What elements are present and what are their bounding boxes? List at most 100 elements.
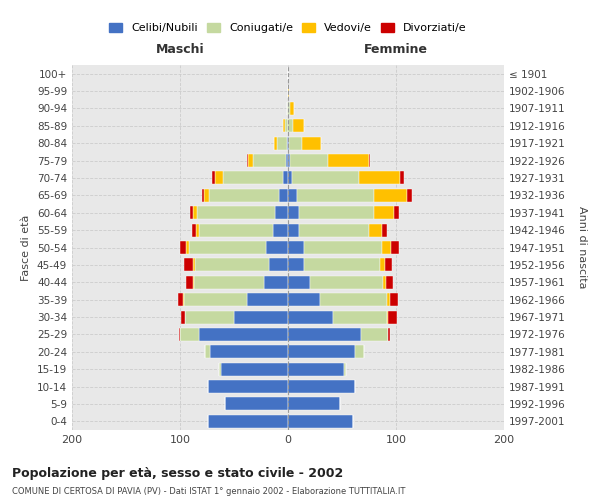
Bar	[304, 258, 380, 272]
Bar	[288, 84, 289, 98]
Bar	[277, 136, 287, 149]
Bar	[286, 154, 288, 167]
Bar	[187, 241, 188, 254]
Bar	[355, 346, 364, 358]
Bar	[197, 206, 275, 220]
Y-axis label: Anni di nascita: Anni di nascita	[577, 206, 587, 289]
Bar	[290, 102, 295, 115]
Bar	[369, 224, 382, 236]
Legend: Celibi/Nubili, Coniugati/e, Vedovi/e, Divorziati/e: Celibi/Nubili, Coniugati/e, Vedovi/e, Di…	[106, 20, 470, 36]
Bar	[179, 328, 180, 341]
Bar	[185, 310, 234, 324]
Bar	[184, 258, 193, 272]
Bar	[288, 293, 320, 306]
Bar	[178, 293, 183, 306]
Bar	[407, 189, 412, 202]
Text: Maschi: Maschi	[155, 44, 205, 57]
Bar	[361, 328, 388, 341]
Bar	[215, 172, 223, 184]
Bar	[194, 276, 264, 289]
Bar	[382, 241, 391, 254]
Text: Popolazione per età, sesso e stato civile - 2002: Popolazione per età, sesso e stato civil…	[12, 468, 343, 480]
Bar	[385, 258, 392, 272]
Bar	[383, 276, 386, 289]
Bar	[285, 120, 288, 132]
Bar	[199, 328, 288, 341]
Bar	[253, 154, 286, 167]
Bar	[290, 154, 328, 167]
Bar	[247, 154, 248, 167]
Bar	[374, 189, 407, 202]
Bar	[288, 206, 299, 220]
Bar	[359, 172, 400, 184]
Bar	[374, 206, 394, 220]
Bar	[283, 120, 285, 132]
Bar	[289, 136, 302, 149]
Bar	[208, 415, 288, 428]
Bar	[269, 258, 288, 272]
Bar	[304, 241, 382, 254]
Bar	[293, 120, 304, 132]
Bar	[288, 136, 289, 149]
Bar	[187, 276, 193, 289]
Bar	[193, 276, 194, 289]
Bar	[310, 276, 383, 289]
Bar	[188, 241, 266, 254]
Bar	[288, 310, 334, 324]
Bar	[280, 189, 288, 202]
Bar	[221, 362, 288, 376]
Bar	[264, 276, 288, 289]
Bar	[288, 380, 355, 393]
Bar	[275, 206, 288, 220]
Bar	[382, 224, 388, 236]
Bar	[288, 102, 290, 115]
Bar	[248, 154, 253, 167]
Bar	[196, 224, 199, 236]
Bar	[266, 241, 288, 254]
Bar	[209, 189, 280, 202]
Bar	[208, 380, 288, 393]
Bar	[193, 258, 195, 272]
Bar	[226, 398, 288, 410]
Bar	[292, 172, 359, 184]
Bar	[283, 172, 288, 184]
Bar	[288, 276, 310, 289]
Bar	[389, 293, 398, 306]
Bar	[195, 258, 269, 272]
Bar	[388, 328, 389, 341]
Bar	[287, 136, 288, 149]
Bar	[288, 415, 353, 428]
Y-axis label: Fasce di età: Fasce di età	[22, 214, 31, 280]
Bar	[288, 328, 361, 341]
Bar	[299, 206, 374, 220]
Bar	[180, 328, 199, 341]
Bar	[183, 293, 184, 306]
Bar	[274, 136, 277, 149]
Bar	[288, 189, 296, 202]
Bar	[288, 398, 340, 410]
Bar	[288, 224, 299, 236]
Bar	[288, 346, 355, 358]
Bar	[202, 189, 204, 202]
Bar	[388, 293, 389, 306]
Bar	[287, 102, 288, 115]
Bar	[386, 276, 393, 289]
Bar	[369, 154, 370, 167]
Bar	[344, 362, 346, 376]
Bar	[288, 241, 304, 254]
Text: COMUNE DI CERTOSA DI PAVIA (PV) - Dati ISTAT 1° gennaio 2002 - Elaborazione TUTT: COMUNE DI CERTOSA DI PAVIA (PV) - Dati I…	[12, 488, 406, 496]
Bar	[223, 172, 283, 184]
Bar	[180, 241, 187, 254]
Bar	[388, 310, 397, 324]
Bar	[212, 172, 215, 184]
Bar	[193, 206, 197, 220]
Bar	[219, 362, 221, 376]
Bar	[299, 224, 369, 236]
Text: Femmine: Femmine	[364, 44, 428, 57]
Bar	[288, 258, 304, 272]
Bar	[394, 206, 399, 220]
Bar	[192, 224, 196, 236]
Bar	[199, 224, 273, 236]
Bar	[391, 241, 399, 254]
Bar	[400, 172, 404, 184]
